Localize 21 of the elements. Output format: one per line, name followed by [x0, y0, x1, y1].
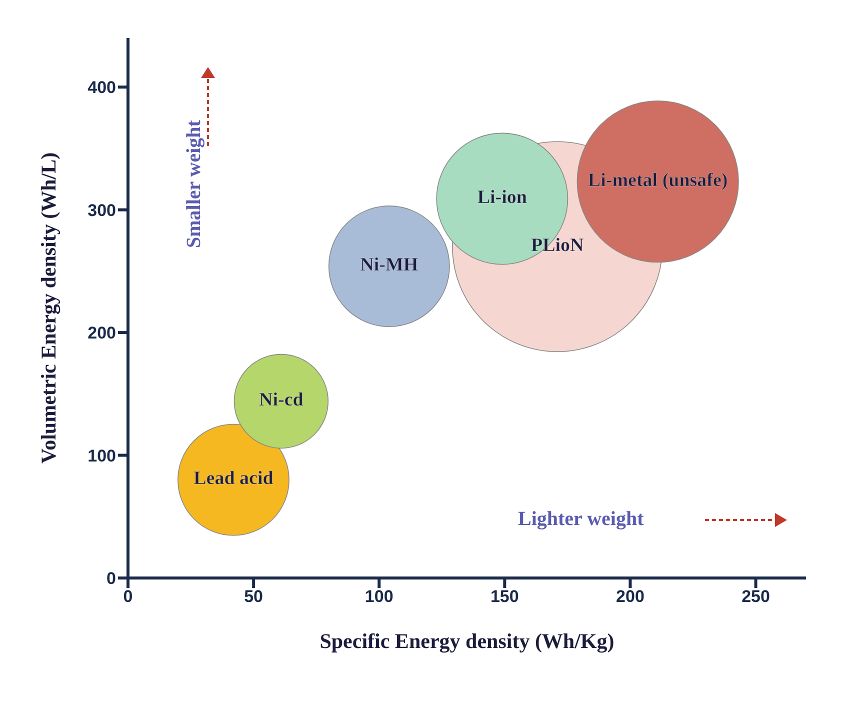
y-tick-label: 200 [88, 324, 116, 343]
x-tick-label: 50 [244, 587, 264, 606]
x-tick-label: 0 [123, 587, 133, 606]
series-label: Lead acid [194, 468, 274, 490]
series-label: PLioN [531, 234, 584, 256]
series-label: Li-metal (unsafe) [588, 170, 728, 191]
x-tick-label: 250 [742, 587, 770, 606]
annotation: Lighter weight [518, 508, 644, 531]
annotation: Smaller weight [183, 120, 206, 248]
x-tick-label: 150 [490, 587, 519, 606]
y-tick-label: 0 [106, 569, 116, 588]
x-axis-title: Specific Energy density (Wh/Kg) [320, 629, 614, 653]
y-tick-label: 100 [88, 446, 116, 466]
x-tick-label: 200 [616, 587, 644, 606]
x-tick-label: 100 [364, 587, 394, 606]
series-label: Li-ion [477, 187, 528, 208]
series-label: Ni-cd [259, 390, 304, 411]
y-tick-label: 400 [88, 78, 116, 98]
series-label: Ni-MH [360, 254, 418, 276]
y-axis-title: Volumetric Energy density (Wh/L) [36, 152, 60, 464]
y-tick-label: 300 [88, 200, 116, 220]
